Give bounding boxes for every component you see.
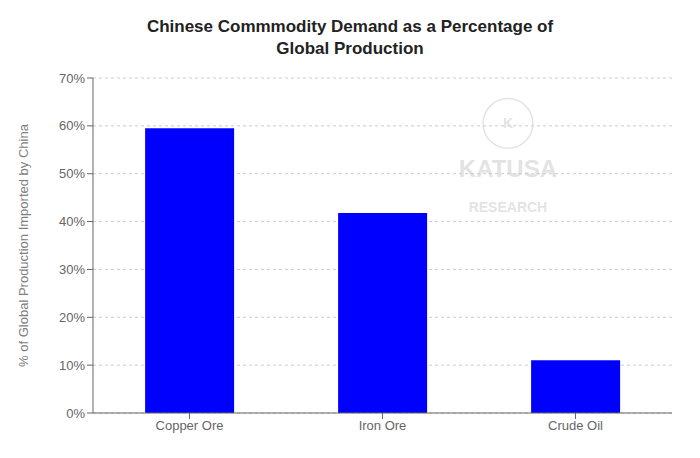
svg-text:50%: 50%: [59, 166, 85, 181]
html-text:Chinese Commmodity Demand as a: Chinese Commmodity Demand as a Percentag…: [146, 17, 554, 36]
svg-text:KATUSA: KATUSA: [459, 155, 557, 182]
svg-text:20%: 20%: [59, 310, 85, 325]
svg-text:10%: 10%: [59, 358, 85, 373]
svg-text:70%: 70%: [59, 71, 85, 86]
svg-text:Crude Oil: Crude Oil: [548, 418, 603, 433]
svg-text:K: K: [503, 115, 513, 131]
svg-text:% of Global Production Importe: % of Global Production Imported by China: [16, 123, 31, 367]
svg-text:Iron Ore: Iron Ore: [359, 418, 407, 433]
svg-text:0%: 0%: [66, 406, 85, 421]
svg-text:RESEARCH: RESEARCH: [469, 199, 548, 215]
svg-text:60%: 60%: [59, 118, 85, 133]
svg-text:Copper Ore: Copper Ore: [156, 418, 224, 433]
html-text:Global Production: Global Production: [276, 39, 424, 58]
svg-text:40%: 40%: [59, 214, 85, 229]
svg-text:30%: 30%: [59, 262, 85, 277]
